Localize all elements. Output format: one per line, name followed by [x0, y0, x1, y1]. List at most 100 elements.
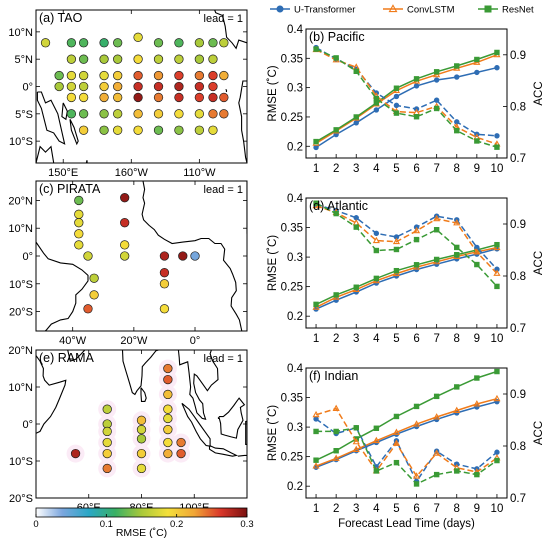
- station-marker: [219, 92, 229, 103]
- data-point: [393, 459, 400, 466]
- coastlines: [36, 181, 247, 331]
- data-point: [433, 449, 441, 456]
- station-marker: [208, 125, 218, 135]
- data-point: [392, 439, 401, 446]
- colorbar-tick-label: 0.1: [100, 519, 113, 530]
- series-line-rmse: [315, 246, 498, 308]
- station-marker: [208, 70, 218, 81]
- data-point: [353, 114, 359, 120]
- data-point: [433, 227, 440, 233]
- data-point: [333, 210, 339, 217]
- station-marker: [102, 404, 112, 414]
- station-marker: [208, 38, 218, 48]
- data-point: [433, 471, 440, 478]
- station-marker: [66, 109, 77, 119]
- coastline: [36, 145, 55, 163]
- coastline: [69, 119, 79, 146]
- legend-label: ConvLSTM: [407, 5, 455, 16]
- legend-marker: [388, 4, 398, 13]
- station-marker: [163, 448, 173, 459]
- colorbar: 0 0.1 0.2 0.3 RMSE (˚C): [33, 507, 254, 539]
- colorbar-tick-label: 0: [33, 519, 38, 530]
- data-point: [474, 375, 480, 381]
- station-marker: [174, 38, 184, 48]
- station-marker: [133, 32, 143, 42]
- y-tick-label: 0.35: [281, 393, 303, 405]
- data-point: [393, 246, 400, 253]
- y-tick-label: 5°S: [15, 109, 33, 121]
- y2-tick-label: 0.7: [510, 323, 526, 335]
- x-tick-label: 8: [454, 503, 460, 515]
- lead-label: lead = 1: [204, 184, 243, 196]
- colorbar-bar: [35, 507, 248, 518]
- y-tick-label: 0.25: [281, 452, 303, 464]
- colorbar-label: RMSE (˚C): [116, 527, 167, 539]
- station-marker: [113, 54, 123, 64]
- y-tick-label: 20°S: [9, 493, 33, 505]
- x-tick-label: 20°W: [120, 335, 148, 347]
- data-point: [392, 428, 401, 435]
- data-point: [413, 76, 420, 82]
- coastline: [36, 241, 89, 331]
- x-tick-label: 10: [491, 503, 504, 515]
- station-marker: [66, 54, 77, 64]
- data-point: [493, 394, 501, 402]
- x-tick-label: 1: [313, 333, 319, 345]
- station-marker: [174, 81, 184, 92]
- station-marker: [70, 448, 81, 459]
- data-point: [393, 102, 400, 109]
- data-point: [373, 247, 380, 254]
- data-point: [372, 236, 380, 244]
- station-marker: [208, 81, 218, 92]
- plot-frame: [305, 28, 508, 159]
- y-tick-label: 0°: [22, 82, 33, 94]
- x-tick-label: 4: [373, 503, 380, 515]
- map-background: [36, 181, 247, 331]
- data-point: [313, 46, 319, 52]
- station-marker: [99, 54, 109, 64]
- map-title: (a) TAO: [39, 11, 83, 25]
- station-marker: [174, 92, 184, 103]
- data-point: [312, 410, 320, 418]
- colorbar-tick-label: 0.2: [170, 519, 183, 530]
- station-marker: [174, 125, 184, 135]
- x-tick-label: 3: [353, 503, 359, 515]
- y-tick-label: 0°: [22, 251, 33, 263]
- station-marker: [190, 251, 200, 261]
- station-marker: [113, 109, 123, 119]
- station-marker: [120, 251, 130, 261]
- chart-title: (b) Pacific: [309, 30, 365, 44]
- series-line-rmse: [315, 243, 498, 306]
- station-marker: [153, 54, 164, 64]
- y2-tick-label: 0.7: [510, 493, 526, 505]
- plot-frame: [305, 367, 508, 499]
- data-point: [474, 69, 480, 76]
- x-tick-label: 1: [313, 163, 319, 175]
- data-point: [353, 224, 359, 230]
- station-marker: [113, 38, 123, 48]
- station-marker: [66, 70, 77, 81]
- x-tick-label: 110°W: [183, 167, 216, 179]
- x-tick-label: 8: [454, 333, 460, 345]
- data-point: [433, 69, 440, 75]
- map-title: (e) RAMA: [39, 351, 95, 365]
- data-point: [454, 63, 460, 69]
- x-tick-label: 0°: [190, 335, 201, 347]
- x-tick-label: 7: [433, 163, 439, 175]
- station-marker: [54, 70, 64, 81]
- series-line-acc: [315, 48, 498, 145]
- station-marker: [99, 81, 109, 92]
- data-point: [454, 384, 460, 390]
- y-tick-label: 10°S: [9, 279, 33, 291]
- data-point: [412, 226, 421, 234]
- station-marker: [78, 92, 89, 103]
- data-point: [433, 214, 441, 222]
- y-tick-label: 0.3: [287, 83, 303, 95]
- station-marker: [163, 424, 173, 435]
- line-panel-indian: 1 2 3 4 5 6 7 8 9 10 0.2 0.25 0.3 0.35 0.4 0.7 0.8 0.9 RMS…: [267, 363, 545, 530]
- station-marker: [113, 70, 123, 81]
- data-point: [352, 437, 360, 445]
- y-tick-label: 0.4: [287, 24, 304, 36]
- station-marker: [153, 125, 164, 135]
- station-marker: [136, 448, 147, 459]
